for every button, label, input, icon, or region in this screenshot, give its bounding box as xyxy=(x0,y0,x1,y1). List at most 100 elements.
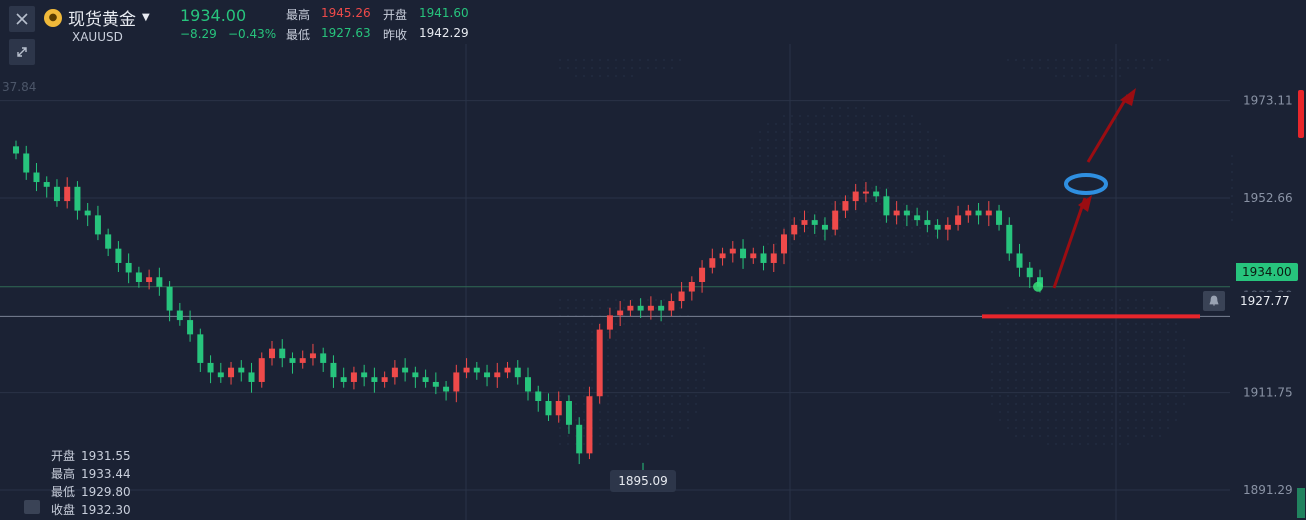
map-dot xyxy=(614,330,618,334)
map-dot xyxy=(854,154,858,158)
candle-body xyxy=(125,262,132,273)
candle-body xyxy=(688,282,695,292)
map-dot xyxy=(670,58,674,62)
map-dot xyxy=(1014,338,1018,342)
map-dot xyxy=(614,338,618,342)
map-dot xyxy=(1158,338,1162,342)
map-dot xyxy=(1046,362,1050,366)
map-dot xyxy=(1158,330,1162,334)
map-dot xyxy=(1022,418,1026,422)
map-dot xyxy=(1046,418,1050,422)
map-dot xyxy=(1038,330,1042,334)
map-dot xyxy=(910,186,914,190)
map-dot xyxy=(1070,370,1074,374)
map-dot xyxy=(758,186,762,190)
map-dot xyxy=(1022,434,1026,438)
map-dot xyxy=(1086,346,1090,350)
map-dot xyxy=(838,146,842,150)
map-dot xyxy=(582,74,586,78)
map-dot xyxy=(990,378,994,382)
close-button[interactable] xyxy=(9,6,35,32)
map-dot xyxy=(1126,402,1130,406)
map-dot xyxy=(1022,426,1026,430)
map-dot xyxy=(1166,362,1170,366)
map-dot xyxy=(558,298,562,302)
map-dot xyxy=(686,322,690,326)
map-dot xyxy=(902,138,906,142)
map-dot xyxy=(582,442,586,446)
map-dot xyxy=(630,418,634,422)
map-dot xyxy=(582,362,586,366)
map-dot xyxy=(1022,330,1026,334)
map-dot xyxy=(918,186,922,190)
map-dot xyxy=(1094,442,1098,446)
map-dot xyxy=(902,154,906,158)
map-dot xyxy=(894,242,898,246)
map-dot xyxy=(1134,394,1138,398)
map-dot xyxy=(1174,394,1178,398)
map-dot xyxy=(854,226,858,230)
map-dot xyxy=(934,178,938,182)
candle-body xyxy=(924,220,931,225)
map-dot xyxy=(878,178,882,182)
map-dot xyxy=(1070,394,1074,398)
map-dot xyxy=(590,378,594,382)
map-dot xyxy=(1118,410,1122,414)
map-dot xyxy=(806,210,810,214)
map-dot xyxy=(782,226,786,230)
map-dot xyxy=(798,162,802,166)
map-dot xyxy=(1150,66,1154,70)
map-dot xyxy=(942,154,946,158)
map-dot xyxy=(830,202,834,206)
map-dot xyxy=(1062,322,1066,326)
map-dot xyxy=(814,122,818,126)
collapse-button[interactable] xyxy=(9,39,35,65)
map-dot xyxy=(686,362,690,366)
map-dot xyxy=(806,114,810,118)
map-dot xyxy=(854,218,858,222)
map-dot xyxy=(846,250,850,254)
map-dot xyxy=(790,218,794,222)
map-dot xyxy=(766,122,770,126)
candle-body xyxy=(596,329,603,397)
map-dot xyxy=(598,66,602,70)
scroll-indicator[interactable] xyxy=(1298,90,1304,138)
candle-body xyxy=(494,372,501,378)
map-dot xyxy=(886,218,890,222)
map-dot xyxy=(918,138,922,142)
map-dot xyxy=(902,162,906,166)
candle-body xyxy=(473,367,480,373)
map-dot xyxy=(862,154,866,158)
candle-body xyxy=(1016,253,1023,268)
map-dot xyxy=(1070,74,1074,78)
map-dot xyxy=(1030,306,1034,310)
map-dot xyxy=(1030,394,1034,398)
map-dot xyxy=(790,130,794,134)
map-dot xyxy=(862,258,866,262)
map-dot xyxy=(1030,378,1034,382)
map-dot xyxy=(870,210,874,214)
map-dot xyxy=(886,178,890,182)
map-dot xyxy=(814,178,818,182)
map-dot xyxy=(1126,370,1130,374)
map-dot xyxy=(1150,426,1154,430)
symbol-selector[interactable]: ● 现货黄金 ▼ xyxy=(44,5,150,30)
map-dot xyxy=(654,410,658,414)
map-dot xyxy=(1142,306,1146,310)
map-dot xyxy=(878,138,882,142)
map-dot xyxy=(806,138,810,142)
map-dot xyxy=(1078,330,1082,334)
map-dot xyxy=(1094,298,1098,302)
map-dot xyxy=(630,66,634,70)
map-dot xyxy=(574,330,578,334)
map-dot xyxy=(1158,346,1162,350)
map-dot xyxy=(862,194,866,198)
alert-bell-button[interactable] xyxy=(1203,291,1225,311)
map-dot xyxy=(1174,402,1178,406)
indicator-toggle-icon[interactable] xyxy=(24,500,40,514)
map-dot xyxy=(926,154,930,158)
map-dot xyxy=(558,418,562,422)
map-dot xyxy=(1158,410,1162,414)
